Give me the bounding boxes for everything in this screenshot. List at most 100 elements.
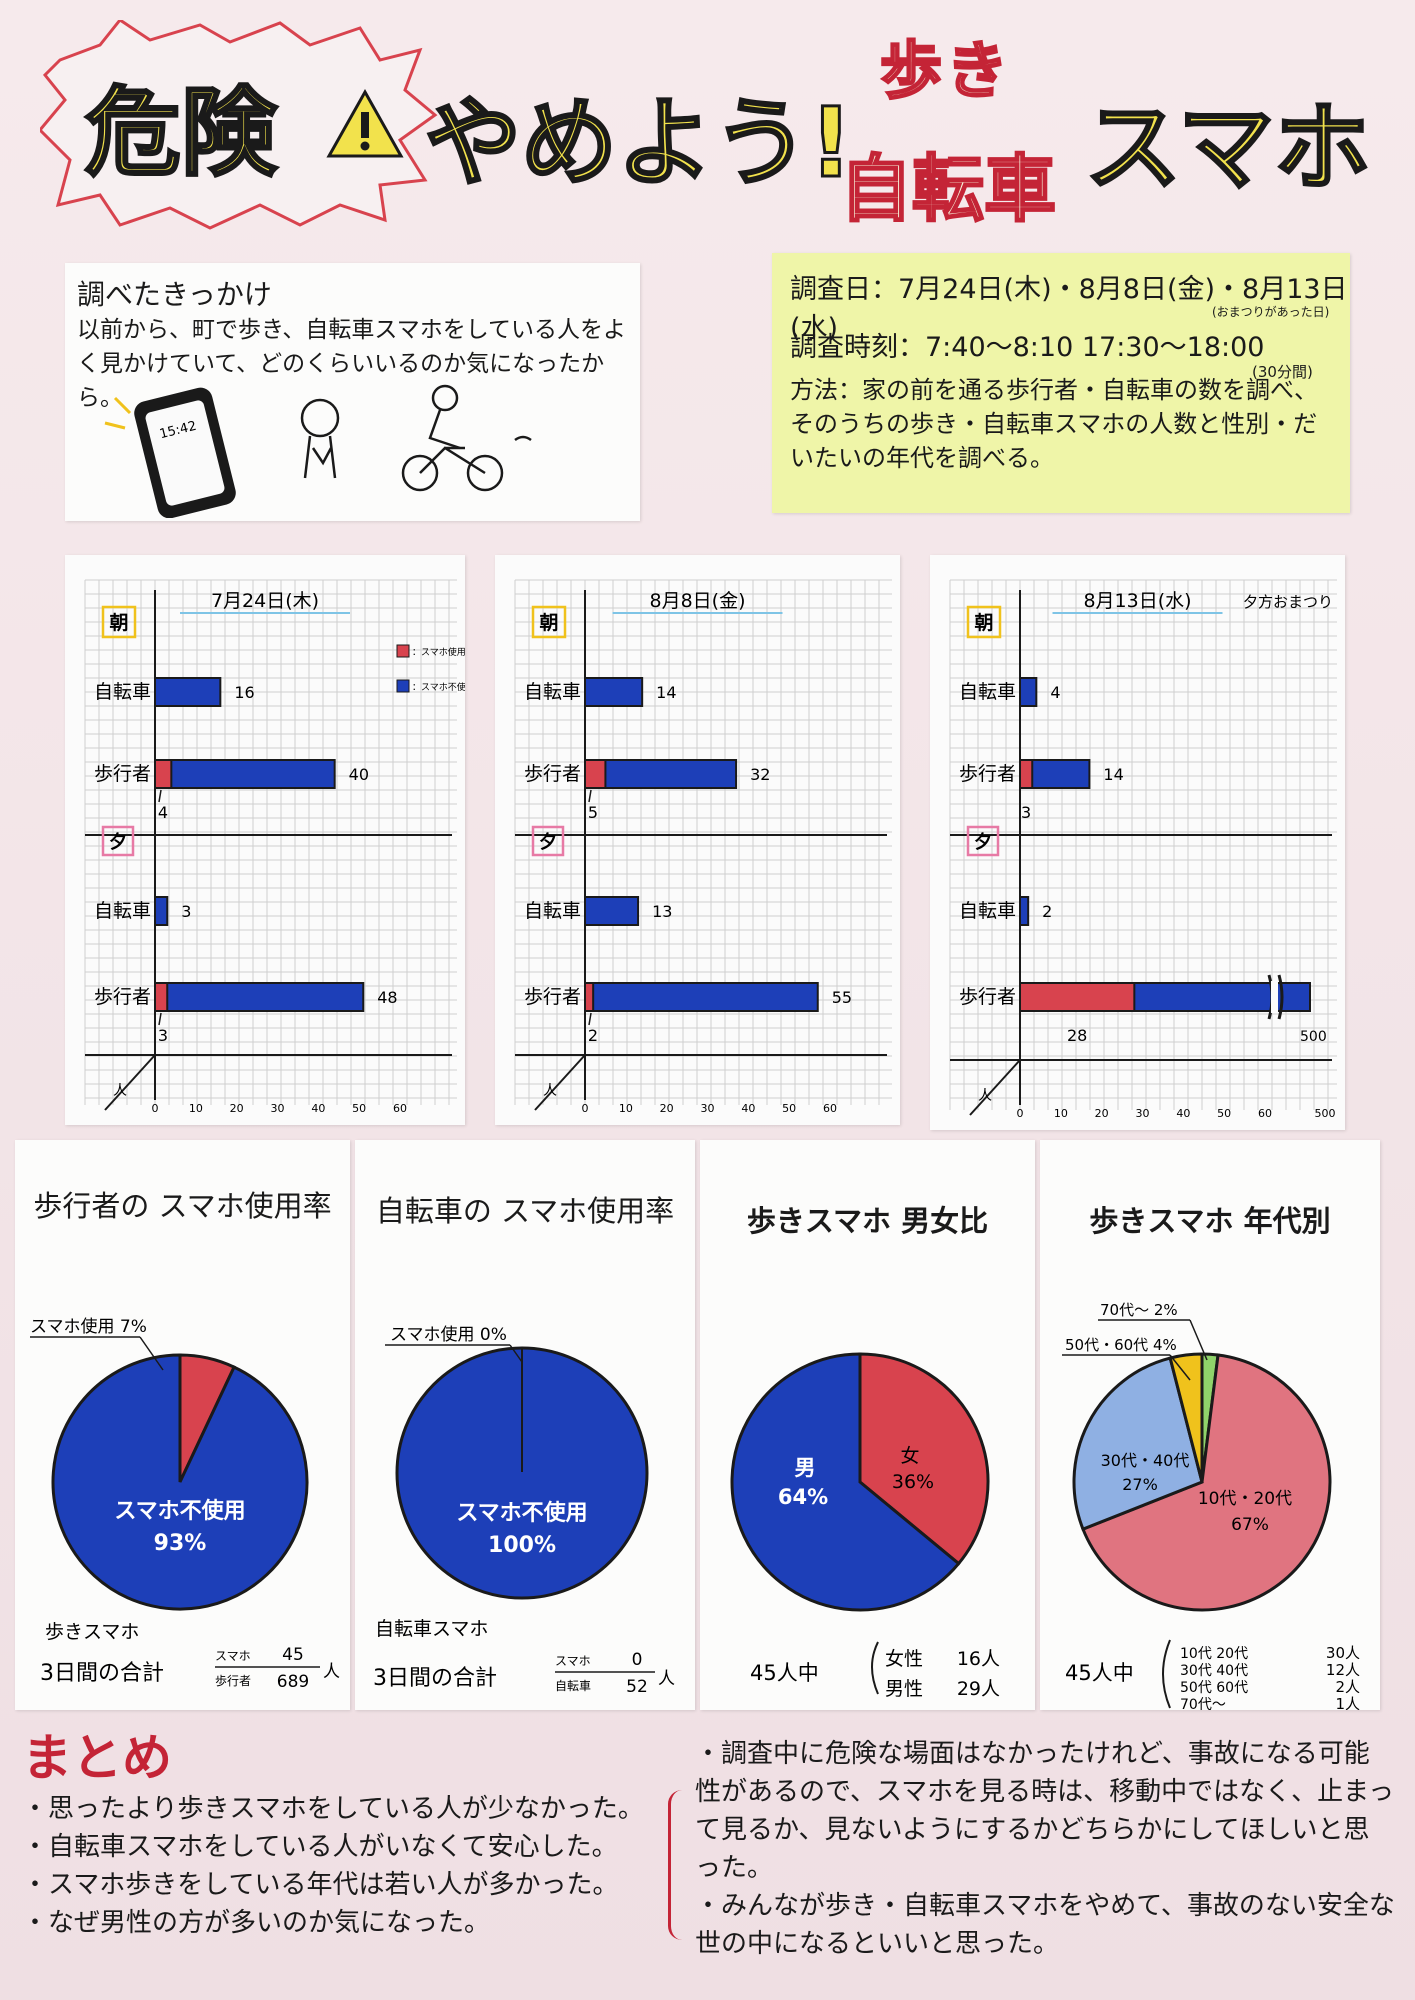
bar-value-label: 13 [652,902,672,921]
category-label: 自転車 [94,681,151,703]
x-tick-label: 0 [1017,1107,1024,1120]
pie-footer-title: 自転車スマホ [375,1618,488,1640]
bar-use-label: 3 [1021,803,1031,822]
title-jitensha: 自転車 [839,146,1058,233]
bar-value-label: 500 [1300,1029,1327,1045]
x-tick-label: 20 [230,1102,244,1115]
title-sumaho: スマホ [1083,91,1371,206]
pie-card-3: 歩きスマホ 男女比 女 36% 男 64% 45人中 女性 16人 男性 29人 [700,1140,1035,1710]
pie-slice [1072,1356,1204,1532]
pie-center-label: スマホ不使用 [456,1501,587,1526]
bar-value-label: 14 [1103,765,1123,784]
breakdown-label: 10代 20代 [1180,1646,1248,1662]
breakdown-label: 女性 [885,1648,923,1670]
bar-nonuse [584,759,738,789]
pie-outside-label: 50代・60代 4% [1065,1336,1177,1354]
category-label: 歩行者 [94,763,151,785]
pie-leader [1189,1319,1208,1361]
pie-footer-total: 3日間の合計 [373,1666,497,1691]
bar-nonuse [154,759,336,789]
pie-title: 歩行者の スマホ使用率 [33,1189,332,1223]
method-text: 方法：家の前を通る歩行者・自転車の数を調べ、そのうちの歩き・自転車スマホの人数と… [790,376,1318,472]
title-aruki: 歩き [879,33,1013,109]
bar-use [1019,759,1034,789]
pie-card-4: 歩きスマホ 年代別 10代・20代 67% 30代・40代 27% 70代～ 2% 50代… [1040,1140,1380,1710]
bar-value-label: 32 [750,765,770,784]
x-tick-label: 60 [823,1102,837,1115]
x-tick-label: 10 [189,1102,203,1115]
bar-nonuse [584,982,819,1012]
pie-center-pct: 100% [488,1533,556,1558]
breakdown-label: 男性 [885,1678,923,1700]
fraction-unit: 人 [658,1669,675,1689]
breakdown-bracket [871,1641,879,1695]
chart-note: 夕方おまつり [1243,593,1333,611]
x-tick-label: 50 [782,1102,796,1115]
x-tick-label: 20 [1095,1107,1109,1120]
morning-box [101,605,137,639]
reason-text: 以前から、町で歩き、自転車スマホをしている人をよく見かけていて、どのくらいいるの… [77,317,627,411]
pie-slice-pct: 67% [1231,1515,1269,1535]
bar-use-label: 4 [158,803,168,822]
breakdown-label: 50代 60代 [1180,1680,1248,1696]
evening-box [101,825,135,857]
x-tick-label: 10 [619,1102,633,1115]
bar-nonuse [154,677,222,707]
grid [84,579,457,1105]
pie-footer-total: 45人中 [1065,1661,1134,1685]
pie-slice-pct: 36% [892,1471,934,1493]
bar-value-label: 16 [234,683,254,702]
cyclist-icon [401,384,532,492]
chart-title: 7月24日(木) [211,590,319,612]
pie-slice-label: 男 [795,1456,816,1480]
bar-nonuse [1019,896,1030,926]
bar-value-label: 55 [832,988,852,1007]
fraction-den: 689 [277,1672,309,1692]
breakdown-label: 70代～ [1180,1697,1226,1710]
axis-diagonal [534,1054,586,1111]
pie-footer-title: 歩きスマホ [45,1621,139,1643]
bar-chart-card-1: 人7月24日(木)朝夕：スマホ使用：スマホ不使用自転車16歩行者404自転車3歩… [65,555,475,1125]
bar-nonuse [154,982,365,1012]
morning-box [531,605,567,639]
pie-center-label: スマホ不使用 [114,1499,245,1524]
category-label: 歩行者 [94,986,151,1008]
category-label: 自転車 [959,681,1016,703]
morning-label: 朝 [974,612,993,634]
method-time-note: (30分間) [1252,363,1313,381]
x-tick-label: 30 [701,1102,715,1115]
axis-diagonal [104,1054,156,1111]
pie-slice [1168,1352,1204,1483]
method-card: 調査日：7月24日(木)・8月8日(金)・8月13日(水) (おまつりがあった日… [772,253,1350,513]
fraction-den-label: 自転車 [555,1679,591,1693]
fraction-den: 52 [626,1677,648,1697]
method-dates-note: (おまつりがあった日) [1212,305,1330,319]
grid [514,579,892,1105]
axis-break-gap [1271,981,1278,1013]
x-tick-label: 0 [582,1102,589,1115]
pie-leader [509,1344,523,1363]
evening-label: 夕 [974,831,992,853]
summary-left-item: ・スマホ歩きをしている年代は若い人が多かった。 [22,1870,619,1900]
bar-use-label: 28 [1067,1026,1087,1045]
pie-card-1: 歩行者の スマホ使用率 スマホ使用 7% スマホ不使用 93% 歩きスマホ 3日間の合計… [15,1140,350,1710]
pie-title: 自転車の スマホ使用率 [375,1194,675,1228]
category-label: 歩行者 [524,763,581,785]
phone-icon: 15:42 [104,387,236,518]
summary-left-item: ・自転車スマホをしている人がいなくて安心した。 [22,1832,618,1862]
evening-label: 夕 [539,831,557,853]
x-tick-label: 40 [1176,1107,1190,1120]
summary-left: ・思ったより歩きスマホをしている人が少なかった。 ・自転車スマホをしている人がい… [22,1790,644,1942]
method-time: 調査時刻：7:40～8:10 17:30～18:00 [790,332,1265,363]
morning-label: 朝 [539,612,558,634]
breakdown-value: 29人 [957,1678,1000,1700]
bar-nonuse [154,896,169,926]
pie-chart-age: 10代・20代 67% 30代・40代 27% 70代～ 2% 50代・60代 4% 45人… [1062,1301,1360,1710]
use-label-leader [158,789,162,803]
method-dates: 調査日：7月24日(木)・8月8日(金)・8月13日(水) [790,274,1348,344]
bar-value-label: 14 [656,683,676,702]
use-label-leader [588,789,592,803]
